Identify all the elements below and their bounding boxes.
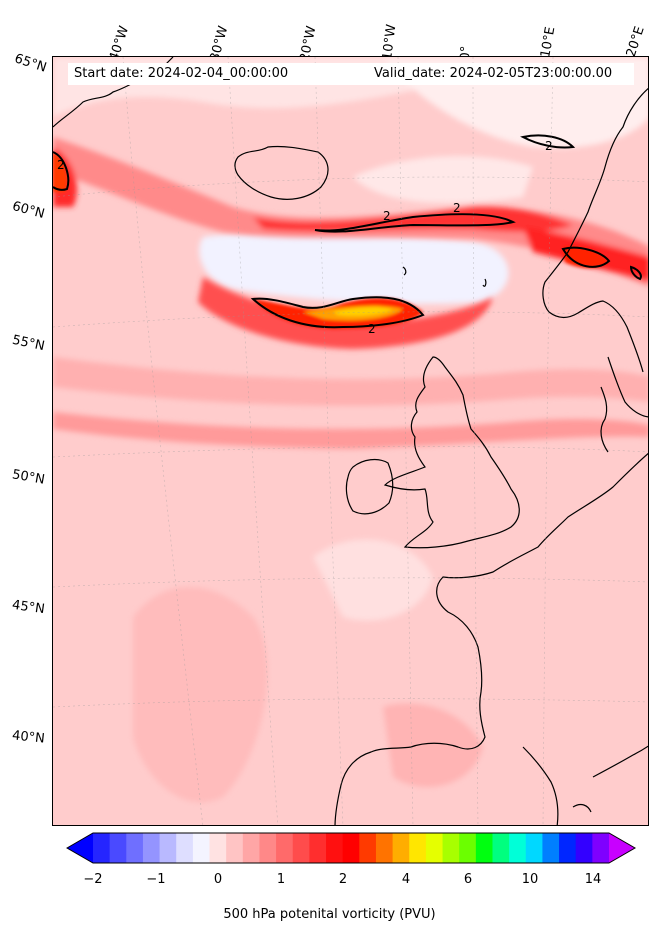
lat-label-50n: 50°N [10,467,46,488]
lat-label-40n: 40°N [11,728,46,747]
colorbar-segment [276,833,294,863]
colorbar-segment [459,833,477,863]
colorbar-label: 500 hPa potenital vorticity (PVU) [223,907,436,922]
colorbar [66,832,636,864]
colorbar-segment [142,833,161,863]
colorbar-tick: −1 [146,872,166,887]
colorbar-segment [292,833,310,863]
colorbar-segment [93,833,111,863]
colorbar-segment [192,833,211,863]
colorbar-segment [525,833,543,863]
colorbar-segment [409,833,427,863]
colorbar-segment [259,833,277,863]
colorbar-segment [326,833,344,863]
colorbar-segment [209,833,227,863]
lon-label-10e: 10°E [538,25,559,60]
colorbar-extend-min [67,833,93,863]
contour-label-2: 2 [453,201,461,215]
colorbar-segment [375,833,394,863]
colorbar-segment [342,833,360,863]
colorbar-segment [575,833,593,863]
contour-label-2: 2 [545,139,553,153]
colorbar-segment [126,833,144,863]
colorbar-outline [66,832,636,864]
colorbar-segment [392,833,410,863]
contour-label-group: 2 2 2 2 2 [57,139,553,336]
colorbar-extend-max [609,833,635,863]
lon-label-20e: 20°E [623,24,648,59]
contour-label-2: 2 [57,158,65,172]
colorbar-segment [492,833,510,863]
colorbar-segment [425,833,444,863]
pv-high-core [53,152,608,329]
colorbar-tick: 14 [584,872,602,887]
start-date-text: Start date: 2024-02-04_00:00:00 [74,66,289,81]
colorbar-segment [109,833,127,863]
map-panel: 2 2 2 2 2 [52,56,649,826]
colorbar-segment [559,833,577,863]
colorbar-segment [475,833,493,863]
date-banner [68,63,634,85]
colorbar-segment [159,833,177,863]
colorbar-tick: 2 [338,872,348,887]
lat-label-65n: 65°N [12,51,49,76]
colorbar-segment [542,833,560,863]
colorbar-tick: 0 [213,872,223,887]
colorbar-segment [442,833,460,863]
valid-date-text: Valid_date: 2024-02-05T23:00:00.00 [374,66,613,81]
colorbar-segment [242,833,260,863]
coastlines [53,57,648,825]
colorbar-tick: 4 [401,872,411,887]
contour-label-2: 2 [383,209,391,223]
colorbar-segment [592,833,610,863]
colorbar-tick: 6 [463,872,473,887]
graticule [53,57,648,825]
colorbar-segment [359,833,377,863]
pv-2-contours [53,134,642,329]
pv-jet-band-south [53,277,648,449]
colorbar-segment [226,833,244,863]
colorbar-segment [309,833,327,863]
lat-label-60n: 60°N [10,199,47,222]
colorbar-segment [509,833,527,863]
lat-label-55n: 55°N [10,332,46,355]
colorbar-tick: 1 [276,872,286,887]
contour-label-2: 2 [368,322,376,336]
pv-field-map: 2 2 2 2 2 [53,57,648,825]
colorbar-tick: −2 [83,872,103,887]
colorbar-segment [176,833,194,863]
lat-label-45n: 45°N [11,597,46,618]
colorbar-tick: 10 [521,872,539,887]
